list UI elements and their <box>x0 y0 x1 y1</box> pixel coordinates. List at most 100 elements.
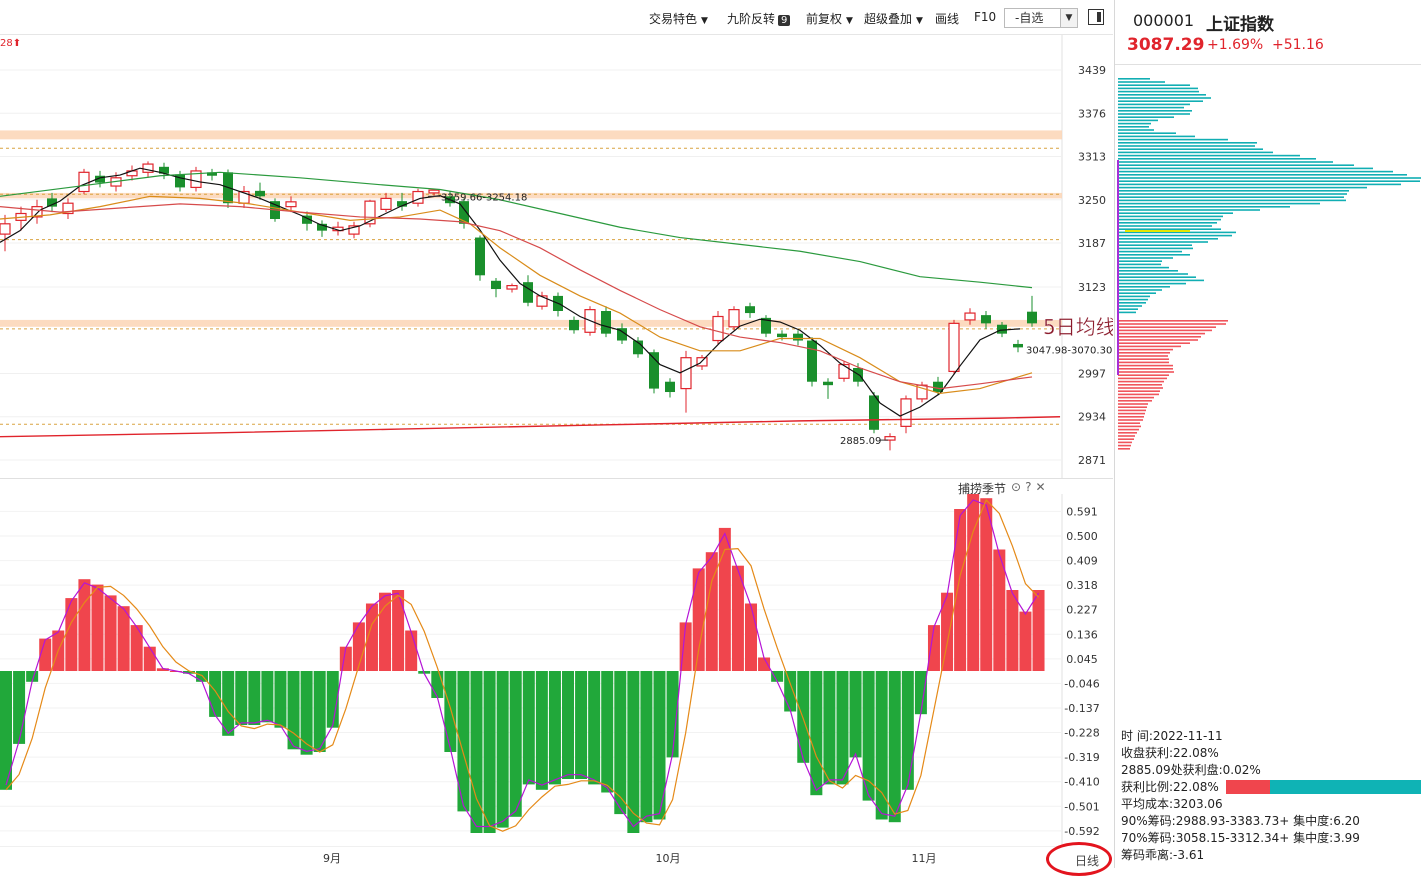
oscillator-chart[interactable]: 0.591 0.500 0.409 0.318 0.227 0.136 0.045 -0.04… <box>0 494 1113 846</box>
panel-separator <box>1114 0 1115 868</box>
chip-row-cyan <box>1118 196 1344 198</box>
candle-down <box>1027 311 1037 324</box>
panel-divider <box>0 478 1113 479</box>
chip-row-red <box>1118 384 1162 386</box>
chip-row-cyan <box>1118 190 1349 192</box>
osc-bar <box>470 671 483 833</box>
osc-line-fast <box>5 499 1040 828</box>
chip-row-red <box>1118 406 1147 408</box>
chip-row-red <box>1118 444 1131 447</box>
candle-down <box>207 172 217 176</box>
chip-row-red <box>1118 387 1163 389</box>
y-tick-label: 0.591 <box>1066 505 1098 518</box>
osc-bar <box>457 671 470 812</box>
y-tick-label: -0.410 <box>1064 776 1099 789</box>
stat-70-chips: 70%筹码:3058.15-3312.34+ 集中度:3.99 <box>1121 831 1360 845</box>
trade-features-menu[interactable]: 交易特色 ▼ <box>649 10 708 27</box>
osc-bar <box>431 671 444 698</box>
chip-row-cyan <box>1118 103 1190 106</box>
chip-row-cyan <box>1118 266 1169 269</box>
osc-bar <box>993 549 1006 671</box>
mid-price-label: 3047.98-3070.30 <box>1026 345 1112 356</box>
osc-bar <box>653 671 666 820</box>
chip-row-cyan <box>1118 305 1142 307</box>
candle-down <box>1013 343 1023 348</box>
overlay-menu[interactable]: 超级叠加 ▼ <box>864 10 923 27</box>
help-icon[interactable]: ? <box>1025 480 1036 494</box>
chip-row-cyan <box>1118 183 1401 186</box>
osc-bar <box>836 671 849 785</box>
chip-row-red <box>1118 400 1152 402</box>
chip-row-cyan <box>1118 199 1346 202</box>
osc-bar <box>810 671 823 796</box>
chip-row-cyan <box>1118 81 1165 83</box>
nine-reversal-menu[interactable]: 九阶反转 9 <box>727 10 791 27</box>
chip-row-red <box>1118 329 1212 332</box>
f10-button[interactable]: F10 <box>974 10 997 24</box>
watchlist-select[interactable]: -自选 ▼ <box>1004 8 1078 28</box>
close-icon[interactable]: ✕ <box>1035 480 1050 494</box>
chip-row-cyan <box>1118 84 1190 86</box>
chip-row-cyan <box>1118 241 1208 243</box>
osc-bar <box>627 671 640 833</box>
chip-row-red <box>1118 422 1140 424</box>
candle-up <box>348 225 360 235</box>
osc-bar <box>352 622 365 671</box>
panel-toggle-icon[interactable] <box>1088 9 1104 25</box>
osc-bar <box>875 671 888 820</box>
chip-row-red <box>1118 355 1168 357</box>
candle-down <box>95 175 105 183</box>
chip-row-red <box>1118 419 1143 421</box>
chip-row-cyan <box>1118 202 1320 205</box>
osc-bar <box>784 671 797 712</box>
chip-row-cyan <box>1118 122 1151 125</box>
osc-bar <box>535 671 548 790</box>
change-amount: +51.16 <box>1272 37 1324 53</box>
osc-bar <box>26 671 39 682</box>
osc-bar <box>601 671 614 793</box>
chip-row-cyan <box>1118 273 1188 275</box>
resistance-band <box>0 192 1062 199</box>
candle-down <box>981 315 991 324</box>
chip-row-cyan <box>1118 161 1333 163</box>
osc-bar <box>496 671 509 828</box>
adjust-menu[interactable]: 前复权 ▼ <box>806 10 853 27</box>
osc-bar <box>705 552 718 671</box>
osc-bar <box>718 527 731 671</box>
osc-bar <box>130 625 143 671</box>
y-tick-label: 0.409 <box>1066 555 1098 568</box>
osc-bar <box>313 671 326 752</box>
candle-up <box>0 223 11 235</box>
chip-row-cyan <box>1118 228 1221 230</box>
y-tick-label: -0.592 <box>1064 825 1099 838</box>
draw-line-button[interactable]: 画线 <box>935 12 960 26</box>
candle-down <box>159 166 169 174</box>
main-kline-chart[interactable]: 3439 3376 3313 3250 3187 3123 2997 2934 2871 28⬆ 3… <box>0 35 1113 478</box>
nine-reversal-label: 九阶反转 <box>727 12 776 26</box>
stat-time: 时 间:2022-11-11 <box>1121 729 1223 743</box>
y-tick-label: 0.045 <box>1066 653 1098 666</box>
chip-row-red <box>1118 441 1132 444</box>
candle-up <box>680 357 692 390</box>
chip-row-cyan <box>1118 78 1150 80</box>
chip-row-cyan <box>1118 129 1154 131</box>
chip-row-cyan <box>1118 311 1136 314</box>
candle-up <box>78 171 90 193</box>
y-tick-label: 3313 <box>1078 151 1106 164</box>
chip-row-red <box>1118 393 1159 396</box>
osc-bar <box>954 509 967 671</box>
y-tick-label: 0.227 <box>1066 604 1098 617</box>
ma60-line <box>0 171 1033 289</box>
settings-icon[interactable]: ⊙ <box>1011 480 1026 494</box>
change-percent: +1.69% <box>1207 37 1264 53</box>
candle-down <box>569 319 579 331</box>
profit-part <box>1226 780 1270 794</box>
candle-down <box>633 340 643 355</box>
candle-down <box>459 201 469 224</box>
stock-code: 000001 <box>1133 11 1195 30</box>
chip-row-red <box>1118 326 1216 328</box>
chip-row-red <box>1118 396 1154 399</box>
candle-down <box>777 333 787 338</box>
candle-down <box>807 340 817 382</box>
candle-up <box>380 197 392 210</box>
